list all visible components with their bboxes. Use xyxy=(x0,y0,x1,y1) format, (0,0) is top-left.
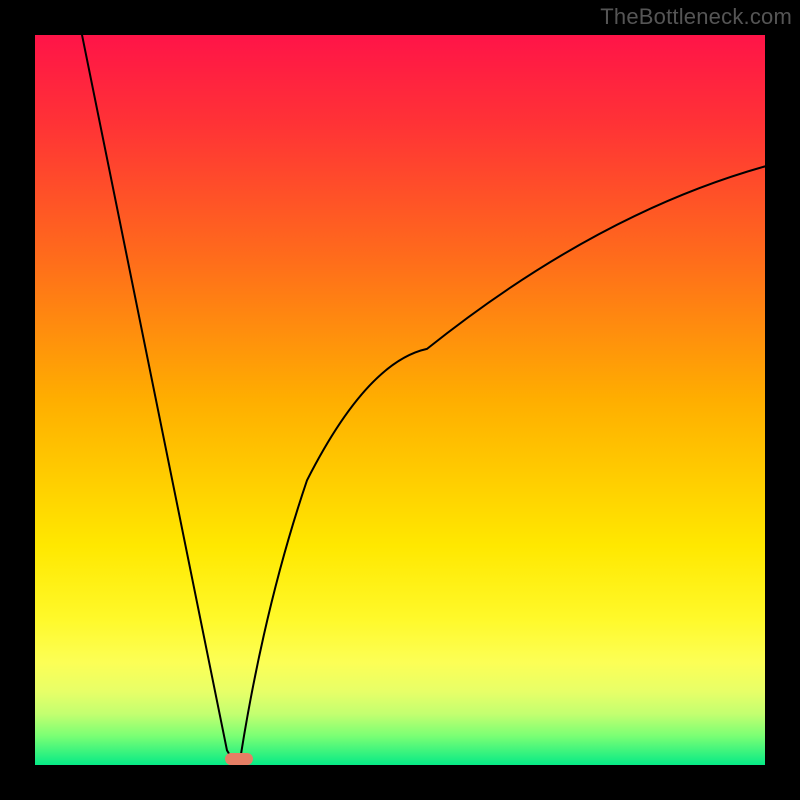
watermark-text: TheBottleneck.com xyxy=(600,4,792,30)
plot-area xyxy=(35,35,765,765)
chart-container: TheBottleneck.com xyxy=(0,0,800,800)
plot-background xyxy=(35,35,765,765)
vertex-marker xyxy=(225,753,253,765)
plot-svg xyxy=(35,35,765,765)
